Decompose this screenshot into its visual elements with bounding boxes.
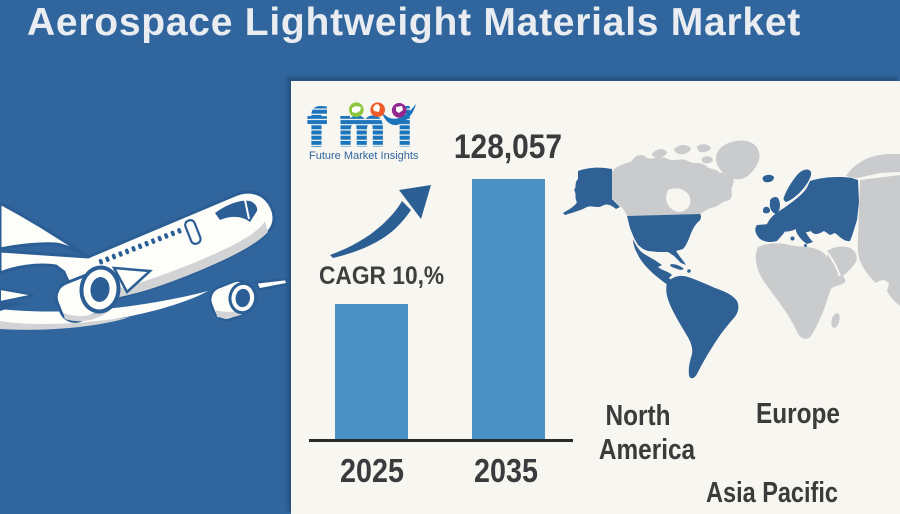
svg-text:Future Market Insights: Future Market Insights (309, 150, 419, 162)
svg-text:fmi: fmi (308, 99, 425, 157)
